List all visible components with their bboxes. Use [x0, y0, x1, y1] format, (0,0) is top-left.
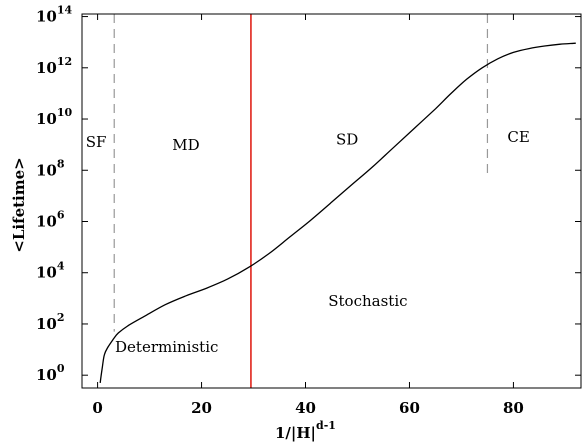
region-annotations: SF MD SD CE Stochastic Deterministic [86, 128, 530, 356]
y-tick-label: 108 [36, 157, 65, 179]
y-tick-label-base: 10 [36, 110, 57, 128]
x-axis-label-sup: d-1 [316, 419, 336, 432]
plot-frame [81, 13, 582, 389]
y-tick-label-base: 10 [36, 264, 57, 282]
y-axis-label: <Lifetime> [10, 157, 28, 252]
x-axis-label: 1/|H|d-1 [275, 419, 336, 442]
lifetime-curve-0 [99, 42, 576, 383]
y-tick-label: 106 [36, 208, 65, 230]
y-tick-label-base: 10 [36, 366, 57, 384]
x-tick-label: 60 [399, 399, 420, 417]
y-tick-label-exponent: 0 [57, 362, 65, 375]
axis-ticks [82, 14, 581, 388]
y-tick-label: 1012 [36, 55, 72, 77]
y-tick-label-base: 10 [36, 212, 57, 230]
y-tick-label: 100 [36, 362, 65, 384]
y-tick-label: 1014 [36, 4, 73, 26]
x-axis-label-base: 1/|H| [275, 424, 316, 442]
y-tick-label: 1010 [36, 106, 73, 128]
annotation-deterministic: Deterministic [115, 338, 218, 356]
x-tick-label: 0 [92, 399, 102, 417]
y-tick-label-exponent: 8 [57, 157, 65, 170]
y-tick-label-base: 10 [36, 161, 57, 179]
y-tick-label-exponent: 10 [57, 106, 73, 119]
y-tick-label-exponent: 6 [57, 208, 65, 221]
y-tick-label-exponent: 2 [57, 311, 65, 324]
annotation-md: MD [172, 136, 199, 154]
y-tick-label-base: 10 [36, 315, 57, 333]
annotation-sf: SF [86, 133, 107, 151]
y-tick-label-base: 10 [36, 59, 57, 77]
annotation-stochastic: Stochastic [328, 292, 407, 310]
y-tick-label-exponent: 12 [57, 55, 72, 68]
x-tick-label: 80 [503, 399, 524, 417]
y-tick-label-base: 10 [36, 8, 57, 26]
x-tick-labels: 0 20 40 60 80 [92, 399, 523, 417]
annotation-sd: SD [336, 131, 358, 149]
x-tick-label: 40 [295, 399, 316, 417]
y-tick-label: 104 [36, 260, 65, 282]
region-divider-lines [113, 14, 489, 388]
curve-layer [99, 42, 576, 383]
y-tick-label-exponent: 14 [57, 4, 73, 17]
y-tick-label: 102 [36, 311, 65, 333]
y-tick-label-exponent: 4 [57, 260, 65, 273]
annotation-ce: CE [507, 128, 529, 146]
x-tick-label: 20 [191, 399, 212, 417]
